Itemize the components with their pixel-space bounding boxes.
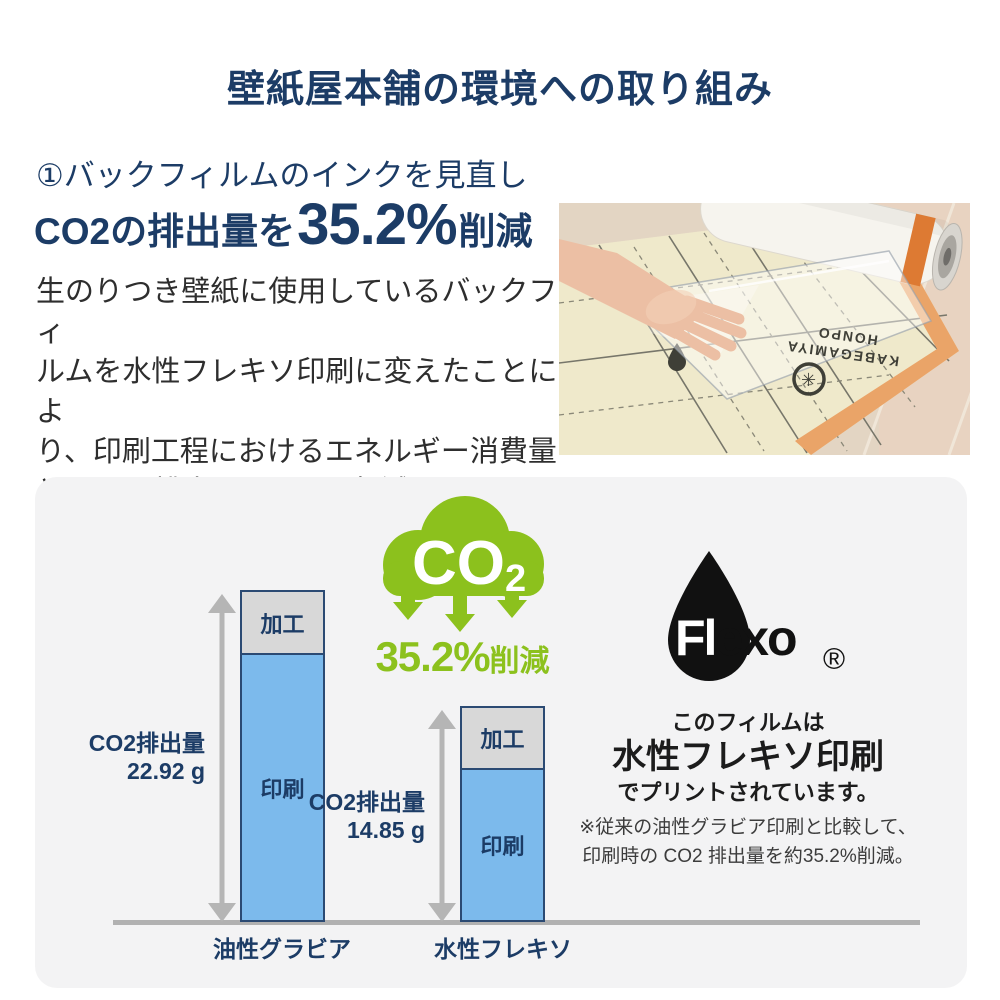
segment-label: 印刷 [480, 834, 525, 859]
svg-text:✳: ✳ [801, 370, 816, 390]
bar-segment-processing: 加工 [242, 592, 323, 655]
bar-segment-printing: 印刷 [242, 655, 323, 920]
cloud-shape [383, 496, 544, 600]
section-heading: ①バックフィルムのインクを見直し [36, 158, 528, 193]
intro-line: ルムを水性フレキソ印刷に変えたことによ [36, 356, 558, 428]
hand [559, 239, 747, 361]
headline-suffix: 削減 [458, 211, 533, 252]
sheet-orange-edge [795, 209, 959, 455]
flexo-logo-text: Flexo [675, 610, 798, 666]
co2-reduction-headline: CO2の排出量を 35.2% 削減 [34, 196, 533, 255]
total-emission-left: CO2排出量 22.92 g [88, 730, 205, 784]
roll-orange-band [900, 213, 936, 287]
segment-label: 加工 [260, 611, 305, 637]
chart-baseline [113, 920, 920, 925]
measure-arrow-right [427, 710, 457, 922]
category-label-water-flexo: 水性フレキソ [434, 936, 572, 962]
bar-segment-processing: 加工 [462, 708, 543, 770]
intro-line: り、印刷工程におけるエネルギー消費量 [36, 436, 557, 468]
flexo-footnote: ※従来の油性グラビア印刷と比較して、 印刷時の CO2 排出量を約35.2%削減… [579, 817, 917, 867]
flexo-drop-icon [668, 551, 750, 681]
wallpaper-roll [700, 203, 963, 291]
category-label-oil-gravure: 油性グラビア [213, 936, 351, 962]
bar-segment-printing: 印刷 [462, 770, 543, 920]
total-emission-right: CO2排出量 14.85 g [308, 789, 425, 843]
reduction-percent: 35.2% [375, 633, 490, 680]
co2-cloud-icon: CO2 [383, 496, 544, 632]
product-photo: KABEGAMIYA HONPO ✳ [559, 203, 970, 455]
intro-line: 生のりつき壁紙に使用しているバックフィ [36, 276, 558, 348]
segment-label: 加工 [480, 727, 525, 752]
reduction-suffix: 削減 [489, 645, 550, 678]
headline-percent: 35.2% [297, 192, 457, 257]
bar-oil-gravure: 加工 印刷 [240, 590, 325, 922]
flexo-caption-line1: このフィルムは [671, 710, 825, 735]
page-title: 壁紙屋本舗の環境への取り組み [226, 69, 773, 111]
headline-prefix: CO2の排出量を [34, 211, 296, 252]
bar-water-flexo: 加工 印刷 [460, 706, 545, 922]
flexo-caption-line2: 水性フレキソ印刷 [612, 738, 884, 776]
film-stamp-seal [792, 362, 826, 396]
sheet-stamp-drop [668, 343, 686, 371]
segment-label: 印刷 [260, 776, 305, 802]
measure-arrow-left [207, 594, 237, 922]
cloud-co2-text: CO2 [412, 529, 526, 600]
flexo-caption-line3: でプリントされています。 [617, 780, 879, 805]
registered-trademark-icon: ® [823, 643, 846, 676]
intro-paragraph: 生のりつき壁紙に使用しているバックフィ ルムを水性フレキソ印刷に変えたことによ … [36, 272, 566, 512]
comparison-panel: 加工 印刷 CO2排出量 22.92 g 加工 印刷 CO2排出量 [35, 477, 967, 988]
reduction-caption: 35.2% 削減 [335, 633, 590, 681]
